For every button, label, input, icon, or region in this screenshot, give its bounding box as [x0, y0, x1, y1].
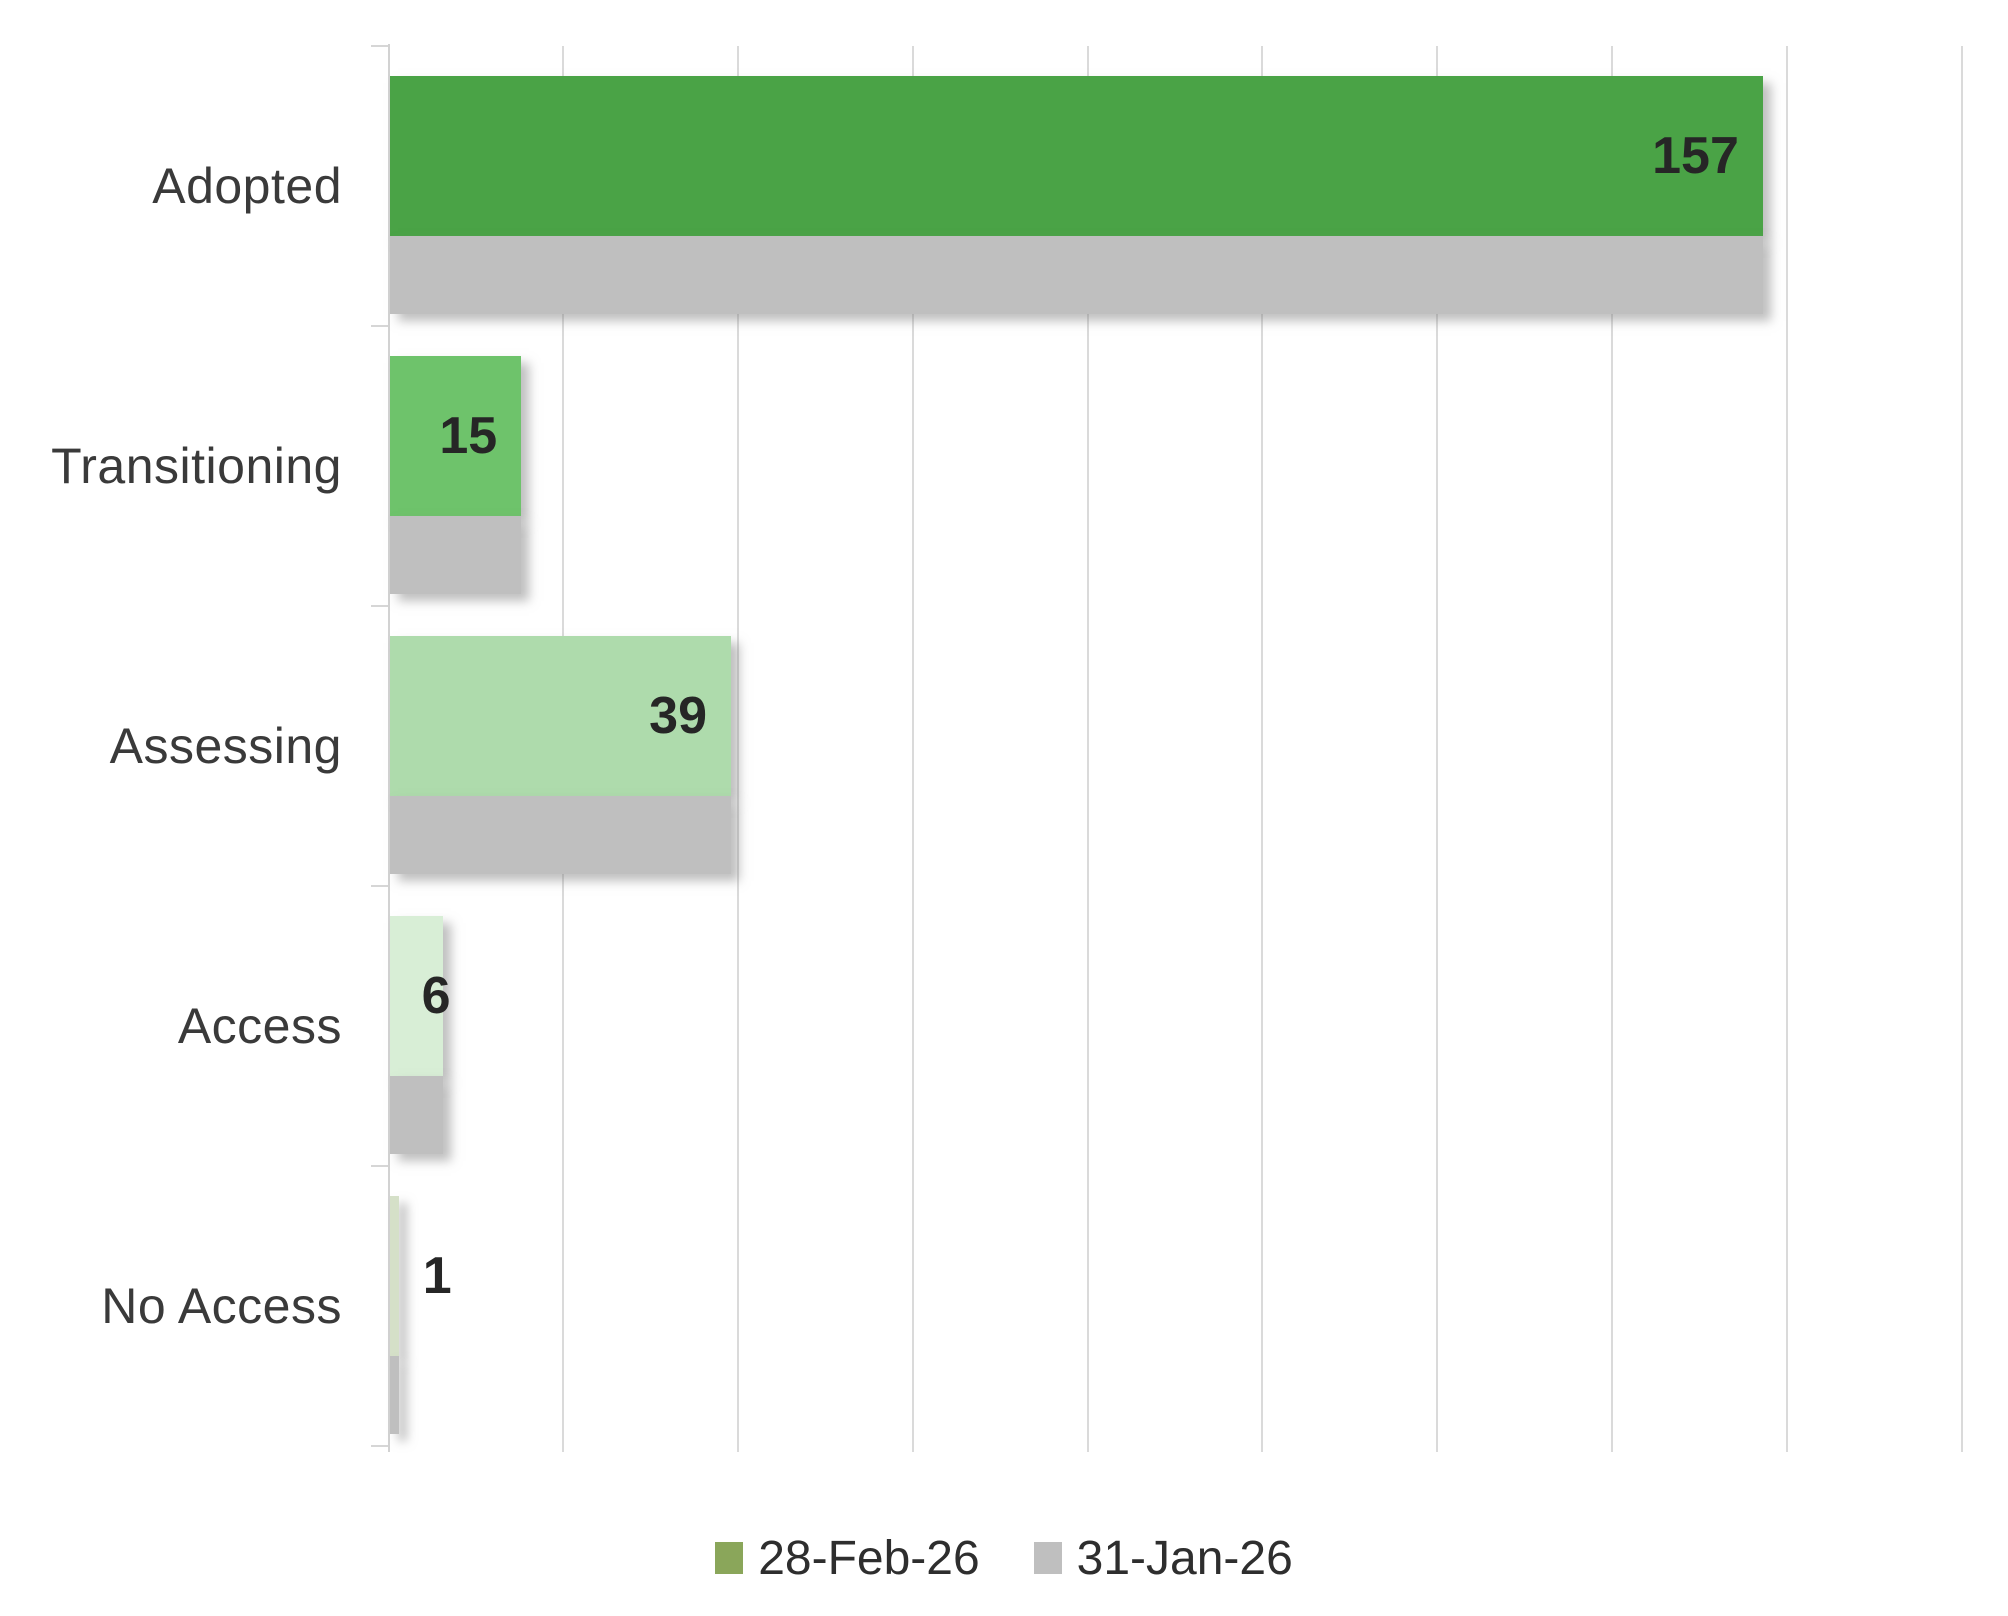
category-label-transitioning: Transitioning: [51, 438, 342, 494]
category-axis: Adopted Transitioning Assessing Access N…: [0, 46, 342, 1446]
row-access: 6: [390, 886, 1962, 1166]
bar-28-feb-26-no-access: 1: [390, 1196, 452, 1356]
legend-label-31-jan-26: 31-Jan-26: [1076, 1531, 1293, 1585]
gridline: [1436, 46, 1439, 1452]
category-label-no-access: No Access: [101, 1278, 342, 1334]
data-label-assessing: 39: [649, 687, 707, 745]
legend: 28-Feb-26 31-Jan-26: [0, 1516, 2008, 1600]
row-adopted: 157: [390, 46, 1962, 326]
y-axis-tick: [371, 325, 388, 327]
y-axis-tick: [371, 1445, 388, 1447]
y-axis-tick: [371, 605, 388, 607]
data-label-transitioning: 15: [439, 407, 498, 465]
category-label-assessing: Assessing: [109, 718, 342, 774]
row-no-access: 1: [390, 1166, 1962, 1446]
gridline: [1086, 46, 1089, 1452]
legend-swatch-28-feb-26: [715, 1542, 744, 1574]
bar-31-jan-26-adopted: [390, 236, 1763, 314]
bar-31-jan-26-no-access: [390, 1356, 399, 1434]
y-axis-tick: [371, 885, 388, 887]
bar-28-feb-26-assessing: 39: [390, 636, 731, 796]
legend-label-28-feb-26: 28-Feb-26: [758, 1531, 980, 1585]
gridline: [736, 46, 739, 1452]
legend-swatch-31-jan-26: [1033, 1542, 1062, 1574]
legend-item-28-feb-26: 28-Feb-26: [715, 1531, 980, 1586]
category-label-access: Access: [177, 998, 342, 1054]
row-assessing: 39: [390, 606, 1962, 886]
bar-28-feb-26-transitioning: 15: [390, 356, 522, 516]
bar-28-feb-26-access: 6: [390, 916, 451, 1076]
bar-28-feb-26-adopted: 157: [390, 76, 1763, 236]
bar-31-jan-26-transitioning: [390, 516, 522, 594]
plot-area: 157 15 39 6 1: [371, 44, 1963, 1452]
y-axis-tick: [371, 45, 388, 47]
row-transitioning: 15: [390, 326, 1962, 606]
bar-31-jan-26-access: [390, 1076, 443, 1154]
y-axis-line: [388, 44, 390, 1452]
y-axis-tick: [371, 1165, 388, 1167]
gridline: [1611, 46, 1614, 1452]
data-label-adopted: 157: [1652, 127, 1739, 185]
data-label-no-access: 1: [422, 1247, 452, 1305]
gridline: [1961, 46, 1963, 1452]
gridline: [1786, 46, 1789, 1452]
data-label-access: 6: [421, 967, 451, 1025]
legend-item-31-jan-26: 31-Jan-26: [1033, 1531, 1293, 1586]
category-label-adopted: Adopted: [152, 158, 342, 214]
gridline: [1261, 46, 1264, 1452]
gridline: [911, 46, 914, 1452]
bar-31-jan-26-assessing: [390, 796, 731, 874]
